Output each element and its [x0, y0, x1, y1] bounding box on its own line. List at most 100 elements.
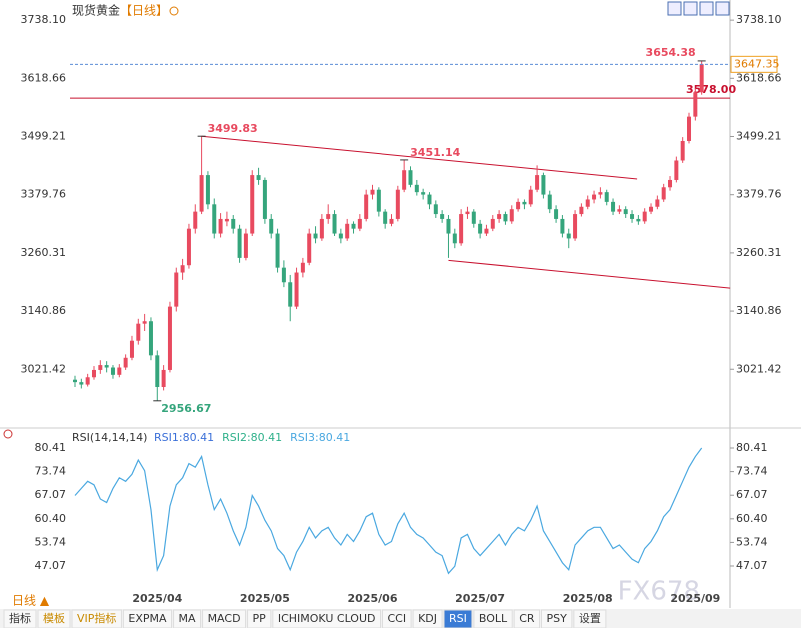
candle-body: [389, 218, 394, 224]
candle-body: [402, 170, 407, 190]
candle-body: [357, 218, 362, 229]
candle-body: [281, 267, 286, 283]
candle-body: [395, 189, 400, 219]
toolbar-button[interactable]: CCI: [387, 612, 406, 625]
candle-body: [332, 214, 337, 234]
candle-body: [693, 92, 698, 117]
add-icon[interactable]: [169, 6, 179, 16]
candle-body: [433, 204, 438, 215]
toolbar-button[interactable]: EXPMA: [128, 612, 167, 625]
zoom-icon[interactable]: [667, 1, 682, 16]
toolbar-button[interactable]: PSY: [547, 612, 568, 625]
candle-body: [288, 282, 293, 307]
candle-body: [541, 175, 546, 195]
y-tick-label: 3499.21: [736, 130, 782, 143]
rsi-tick-label-left: 47.07: [35, 559, 67, 572]
x-tick-label: 2025/04: [132, 592, 182, 605]
candle-body: [174, 272, 179, 307]
trend-line: [448, 259, 731, 289]
toolbar-button[interactable]: MACD: [208, 612, 241, 625]
nav-icon[interactable]: [699, 1, 714, 16]
candle-body: [547, 194, 552, 210]
candle-body: [471, 211, 476, 224]
candle-body: [186, 228, 191, 266]
candle-body: [155, 355, 160, 388]
toolbar-button[interactable]: RSI: [449, 612, 467, 625]
candle-body: [73, 379, 77, 383]
candle-body: [256, 175, 261, 180]
toolbar-button[interactable]: 指标: [9, 611, 31, 625]
settings-icon[interactable]: [3, 429, 13, 439]
candle-body: [370, 189, 375, 195]
toolbar-item: BOLL: [473, 609, 513, 629]
period-label: 【日线】: [120, 4, 168, 18]
candle-body: [148, 321, 153, 356]
candle-body: [560, 218, 565, 234]
zoom-icon[interactable]: [683, 1, 698, 16]
toolbar-button[interactable]: BOLL: [479, 612, 508, 625]
rsi-tick-label: 67.07: [736, 488, 768, 501]
y-tick-label-left: 3260.31: [21, 246, 67, 259]
candle-body: [104, 365, 109, 368]
candle-body: [326, 214, 331, 219]
toolbar-item: CCI: [381, 609, 412, 629]
candle-body: [142, 321, 147, 324]
extreme-label: 2956.67: [161, 402, 211, 415]
y-tick-label-left: 3021.42: [21, 362, 67, 375]
y-tick-label-left: 3738.10: [21, 13, 67, 26]
toolbar-button[interactable]: CR: [519, 612, 535, 625]
toolbar-item: ICHIMOKU CLOUD: [272, 609, 381, 629]
candle-body: [269, 218, 274, 234]
candle-body: [427, 194, 432, 205]
toolbar-item: 设置: [573, 609, 607, 629]
candle-body: [573, 214, 578, 239]
candle-body: [383, 211, 388, 224]
candle-body: [307, 233, 312, 263]
candle-body: [79, 382, 84, 385]
candle-body: [535, 175, 540, 190]
toolbar-button[interactable]: MA: [179, 612, 196, 625]
toolbar-button[interactable]: 设置: [579, 612, 601, 625]
candle-body: [91, 369, 96, 378]
candle-body: [161, 369, 166, 388]
candle-body: [623, 209, 628, 215]
candle-body: [699, 64, 704, 93]
rsi-tick-label-left: 53.74: [35, 535, 67, 548]
candle-body: [85, 377, 90, 385]
rsi-legend: RSI3:80.41: [290, 431, 350, 444]
candle-body: [497, 214, 502, 219]
toolbar-button[interactable]: KDJ: [418, 612, 437, 625]
toolbar-icons: [667, 1, 730, 16]
y-tick-label: 3140.86: [736, 304, 782, 317]
candle-body: [516, 201, 521, 210]
candle-body: [604, 192, 609, 202]
last-price-label: 3647.35: [734, 57, 780, 70]
rsi-tick-label-left: 60.40: [35, 512, 67, 525]
x-tick-label: 2025/09: [670, 592, 720, 605]
rsi-tick-label-left: 80.41: [35, 441, 67, 454]
candle-body: [110, 367, 115, 375]
candle-body: [452, 233, 457, 244]
candle-body: [218, 218, 223, 234]
candle-body: [630, 214, 635, 219]
candle-body: [642, 211, 647, 222]
candle-body: [636, 218, 641, 222]
candle-body: [655, 199, 660, 207]
candle-body: [129, 340, 134, 358]
toolbar-item: PP: [247, 609, 272, 629]
nav-icon[interactable]: [715, 1, 730, 16]
rsi-tick-label: 60.40: [736, 512, 768, 525]
toolbar-button[interactable]: ICHIMOKU CLOUD: [278, 612, 376, 625]
candle-body: [661, 187, 666, 200]
candle-body: [338, 233, 343, 239]
toolbar-button[interactable]: VIP指标: [77, 611, 116, 625]
x-tick-label: 2025/07: [455, 592, 505, 605]
chart-title: 现货黄金: [72, 3, 120, 18]
period-button[interactable]: 日线 ▲: [12, 594, 50, 608]
toolbar-button[interactable]: PP: [253, 612, 267, 625]
rsi-line: [74, 447, 703, 575]
candle-body: [687, 116, 692, 141]
candle-body: [554, 209, 559, 219]
candle-body: [136, 323, 141, 341]
toolbar-button[interactable]: 模板: [43, 611, 65, 625]
